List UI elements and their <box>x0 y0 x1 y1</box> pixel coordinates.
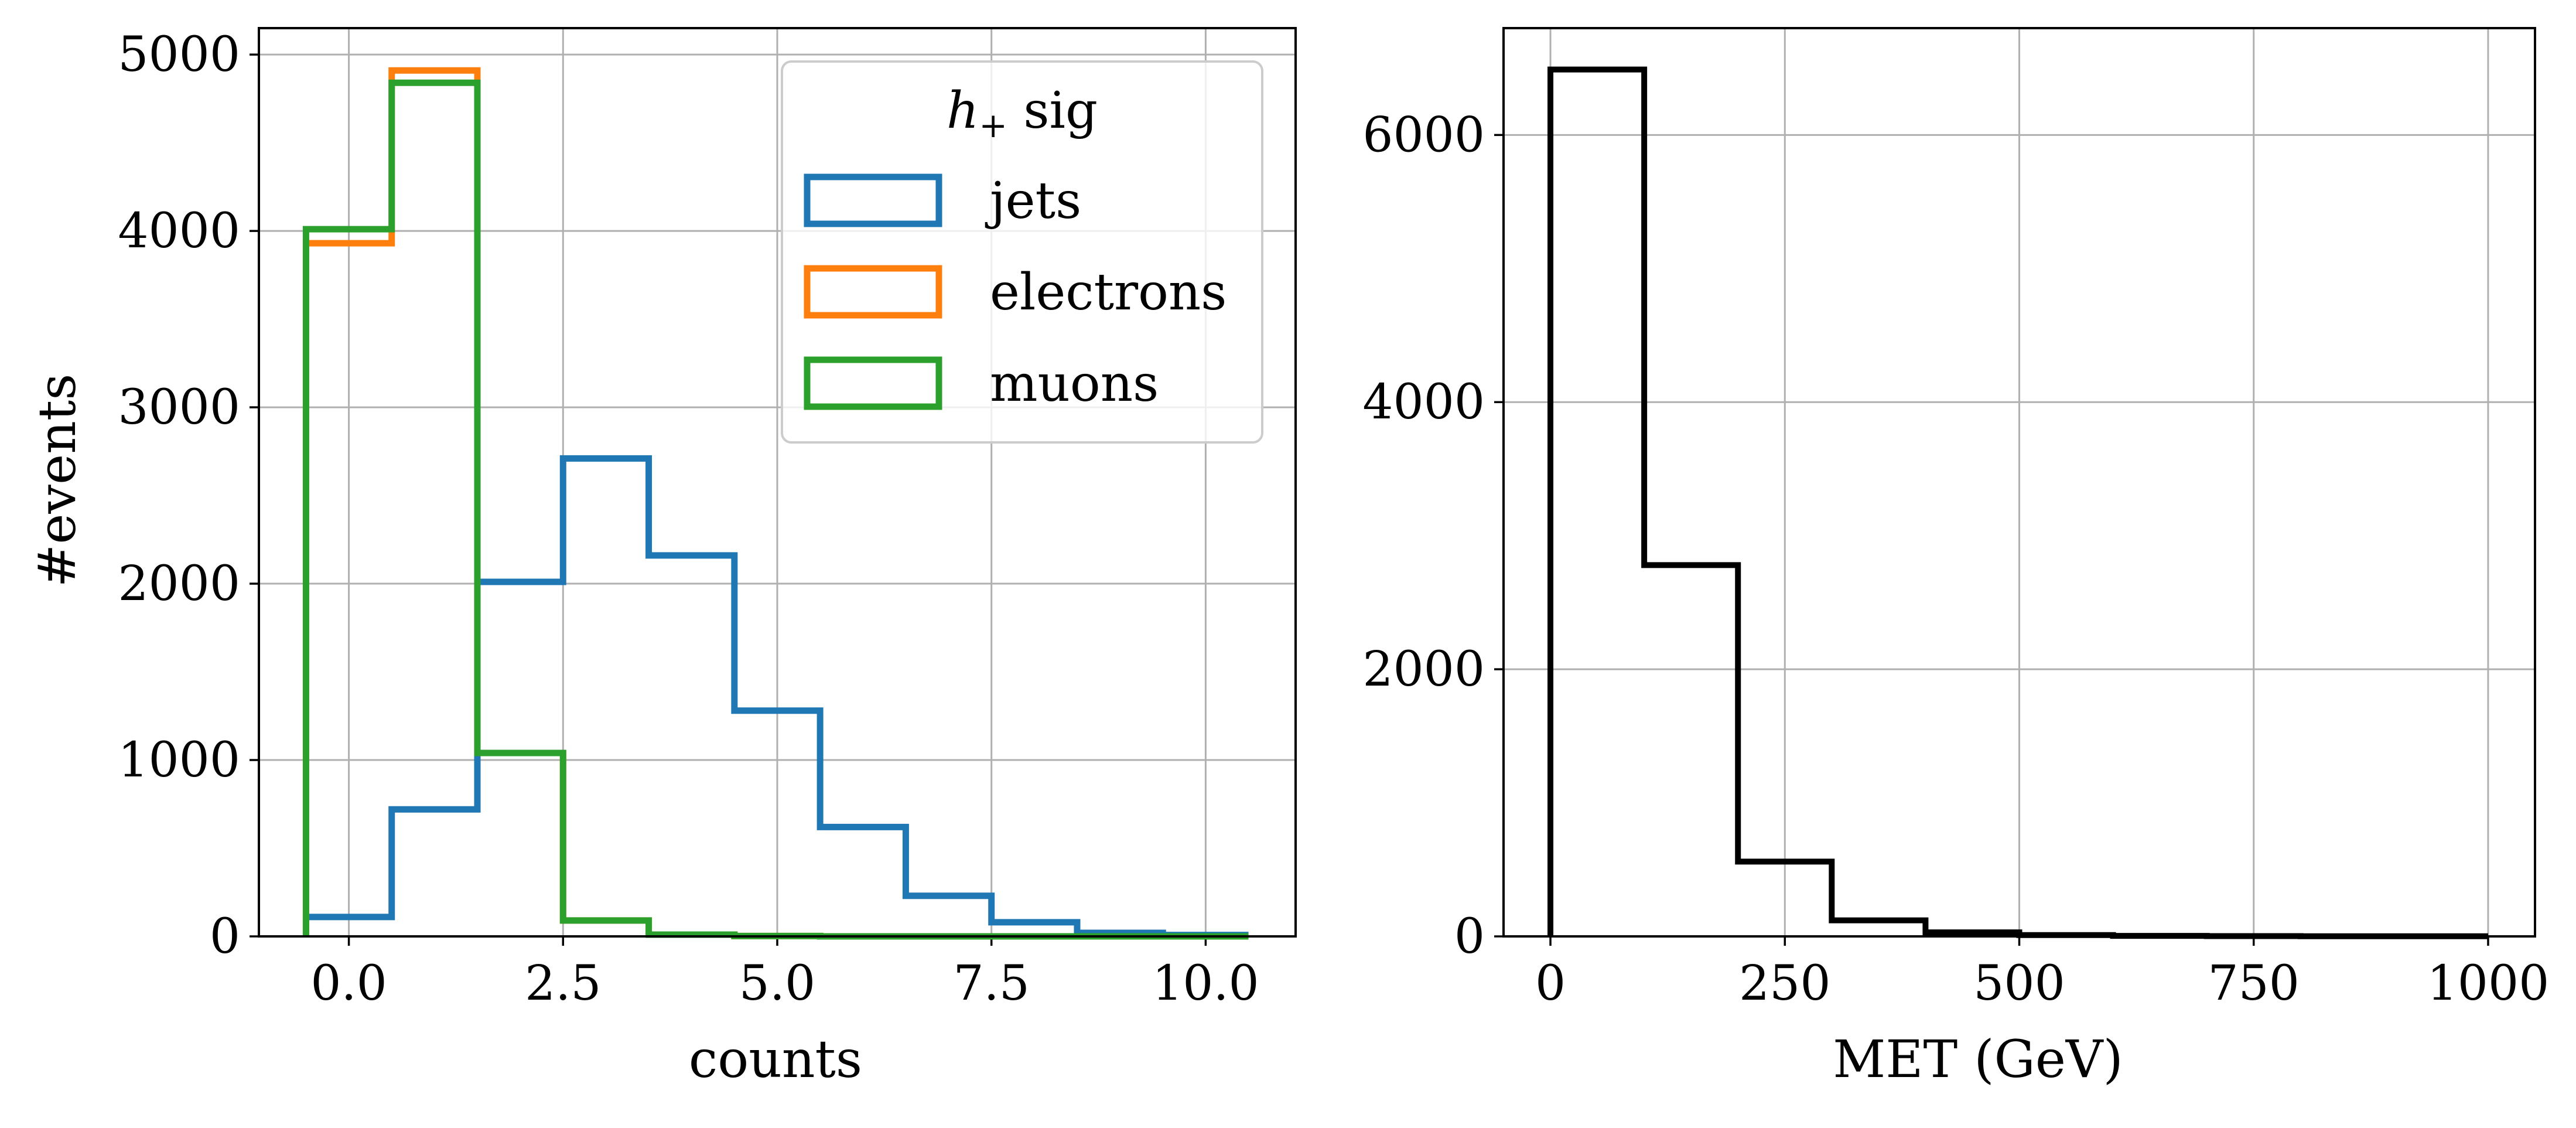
left-y-axis-label: #events <box>27 374 87 588</box>
y-tick-label: 0 <box>1454 909 1485 965</box>
x-tick-label: 10.0 <box>1152 956 1259 1011</box>
x-tick-label: 7.5 <box>953 956 1029 1011</box>
x-tick-label: 2.5 <box>525 956 601 1011</box>
left-axes-frame <box>258 27 1297 938</box>
counts-histogram-panel: 0.0 2.5 5.0 7.5 10.0 0 1000 2000 3000 4000 5000 co… <box>27 27 1297 1089</box>
x-tick-label: 5.0 <box>739 956 815 1011</box>
x-tick-label: 0 <box>1535 956 1566 1011</box>
y-tick-label: 2000 <box>1362 642 1485 697</box>
right-ticks: 0 250 500 750 1000 0 2000 4000 6000 <box>1362 107 2549 1011</box>
y-tick-label: 6000 <box>1362 107 1485 163</box>
x-tick-label: 750 <box>2208 956 2300 1011</box>
left-x-axis-label: counts <box>689 1029 862 1089</box>
histogram-step-jets <box>302 455 1249 939</box>
y-tick-label: 2000 <box>118 556 240 612</box>
legend-label-muons: muons <box>990 355 1159 413</box>
x-tick-label: 500 <box>1973 956 2065 1011</box>
legend-swatch-jets <box>804 173 942 227</box>
legend-label-electrons: electrons <box>990 263 1226 322</box>
met-histogram-panel: 0 250 500 750 1000 0 2000 4000 6000 MET (GeV) <box>1362 27 2549 1089</box>
right-x-axis-label: MET (GeV) <box>1833 1029 2123 1089</box>
legend-title-rest: sig <box>1007 81 1098 140</box>
legend-title-symbol: h <box>947 81 979 140</box>
y-tick-label: 0 <box>210 909 240 965</box>
right-axes-frame <box>1502 27 2536 938</box>
x-tick-label: 1000 <box>2427 956 2550 1011</box>
legend-swatch-muons <box>804 356 942 410</box>
y-tick-label: 1000 <box>118 732 240 788</box>
y-tick-label: 5000 <box>118 27 240 83</box>
left-ticks: 0.0 2.5 5.0 7.5 10.0 0 1000 2000 3000 4000 5000 <box>118 27 1259 1011</box>
y-tick-label: 3000 <box>118 380 240 435</box>
legend-label-jets: jets <box>985 172 1081 230</box>
y-tick-label: 4000 <box>1362 374 1485 430</box>
x-tick-label: 250 <box>1739 956 1831 1011</box>
legend-title: h+ sig <box>947 81 1098 145</box>
legend-title-subscript: + <box>979 105 1007 145</box>
legend: h+ sig jets electrons muons <box>781 60 1263 444</box>
legend-box <box>781 60 1263 444</box>
x-tick-label: 0.0 <box>310 956 387 1011</box>
y-tick-label: 4000 <box>118 203 240 259</box>
legend-swatch-electrons <box>804 265 942 319</box>
